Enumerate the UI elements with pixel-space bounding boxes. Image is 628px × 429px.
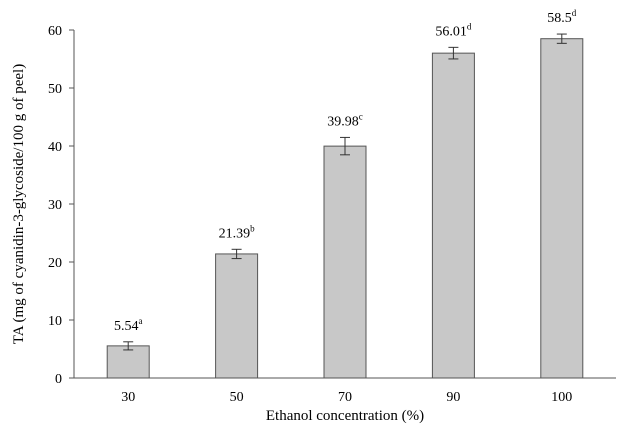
x-tick-label: 90 xyxy=(446,390,460,405)
bar-100 xyxy=(540,38,584,379)
y-tick-label: 20 xyxy=(48,256,62,271)
y-tick-label: 60 xyxy=(48,24,62,39)
y-tick-label: 50 xyxy=(48,82,62,97)
y-tick-label: 40 xyxy=(48,140,62,155)
error-bar-50 xyxy=(231,248,242,260)
data-label-30: 5.54a xyxy=(114,316,143,334)
bar-50 xyxy=(215,253,259,379)
significance-letter: b xyxy=(250,223,255,233)
data-value: 21.39 xyxy=(219,226,251,241)
data-label-100: 58.5d xyxy=(547,8,577,26)
x-axis-ticks: 30 50 70 90 100 xyxy=(121,390,572,405)
y-tick-label: 10 xyxy=(48,314,62,329)
bar-70 xyxy=(323,145,367,379)
bar-90 xyxy=(431,52,475,379)
data-value: 5.54 xyxy=(114,319,139,334)
x-axis-title: Ethanol concentration (%) xyxy=(266,408,424,424)
data-value: 39.98 xyxy=(327,114,359,129)
significance-letter: d xyxy=(572,8,577,18)
data-label-50: 21.39b xyxy=(219,223,256,241)
error-bar-90 xyxy=(448,46,459,60)
data-value: 56.01 xyxy=(435,24,467,39)
x-tick-label: 70 xyxy=(338,390,352,405)
x-tick-label: 50 xyxy=(230,390,244,405)
x-tick-label: 100 xyxy=(551,390,572,405)
x-tick-label: 30 xyxy=(121,390,135,405)
y-tick-label: 30 xyxy=(48,198,62,213)
y-axis-title: TA (mg of cyanidin-3-glycoside/100 g of … xyxy=(11,64,27,344)
error-bar-100 xyxy=(556,33,567,44)
error-bar-30 xyxy=(123,341,134,351)
significance-letter: d xyxy=(467,21,472,31)
error-bar-70 xyxy=(340,136,350,156)
y-axis-ticks: 0 10 20 30 40 50 60 xyxy=(48,24,74,387)
data-label-90: 56.01d xyxy=(435,21,472,39)
significance-letter: a xyxy=(138,316,142,326)
bar-30 xyxy=(106,345,150,379)
significance-letter: c xyxy=(359,111,363,121)
data-value: 58.5 xyxy=(547,11,572,26)
y-tick-label: 0 xyxy=(55,372,62,387)
data-label-70: 39.98c xyxy=(327,111,363,129)
